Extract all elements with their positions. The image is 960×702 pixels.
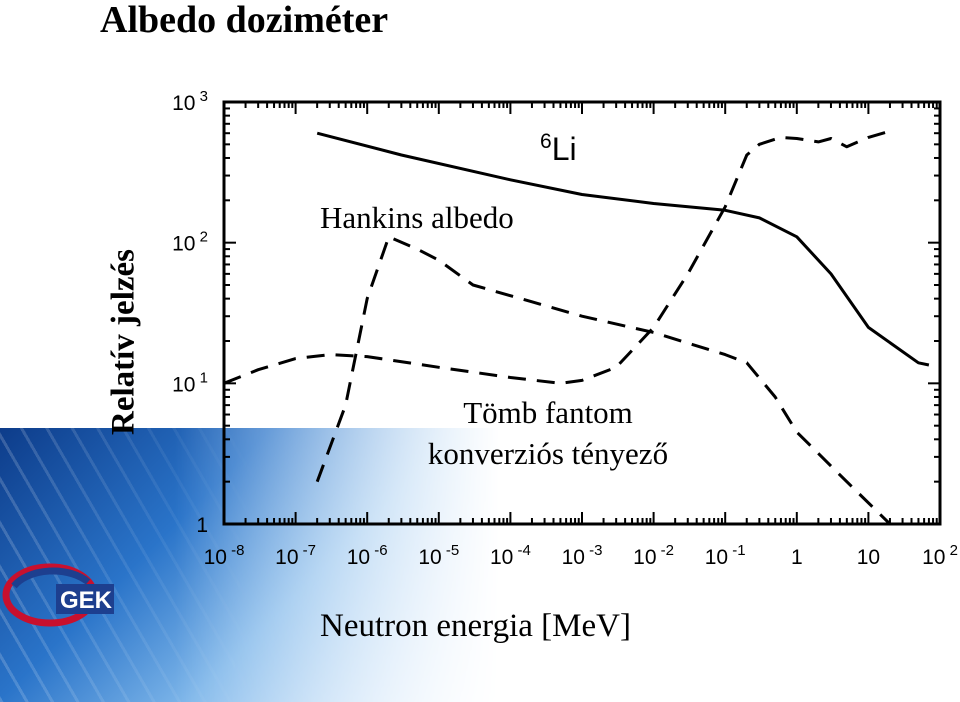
y-tick-label: 1 xyxy=(196,514,208,537)
x-tick-label: 10 -5 xyxy=(418,542,459,569)
y-tick-label: 10 1 xyxy=(172,369,208,396)
x-tick-label: 10 -4 xyxy=(490,542,531,569)
gek-logo: GEK xyxy=(2,563,114,627)
series-line-2 xyxy=(315,235,892,526)
x-tick-label: 10 -7 xyxy=(275,542,316,569)
x-tick-label: 10 2 xyxy=(922,542,958,569)
annotation-hankins-albedo: Hankins albedo xyxy=(320,200,514,235)
x-tick-label: 10 -6 xyxy=(347,542,388,569)
x-tick-label: 1 xyxy=(791,546,803,569)
series-line-0 xyxy=(316,131,930,367)
svg-text:GEK: GEK xyxy=(60,587,113,614)
x-tick-label: 10 -2 xyxy=(633,542,674,569)
x-tick-label: 10 -8 xyxy=(204,542,245,569)
y-tick-label: 10 2 xyxy=(172,229,208,256)
x-tick-label: 10 xyxy=(857,546,880,569)
slide-title: Albedo doziméter xyxy=(100,0,389,41)
x-tick-label: 10 -1 xyxy=(705,542,746,569)
annotation-tomb-fantom: Tömb fantom xyxy=(463,395,633,430)
x-axis-label: Neutron energia [MeV] xyxy=(320,608,631,644)
x-tick-label: 10 -3 xyxy=(562,542,603,569)
annotation-konverzios-tenyezo: konverziós tényező xyxy=(428,436,668,471)
annotation-li6: 6Li xyxy=(540,130,577,167)
series-line-1 xyxy=(223,129,891,385)
decorative-background-wave xyxy=(0,428,500,702)
y-tick-label: 10 3 xyxy=(172,88,208,115)
